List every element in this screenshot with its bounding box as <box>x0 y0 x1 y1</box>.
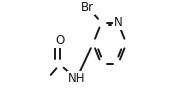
Text: NH: NH <box>68 72 85 85</box>
Text: N: N <box>114 16 122 29</box>
Text: Br: Br <box>81 1 94 14</box>
Text: O: O <box>55 34 64 47</box>
